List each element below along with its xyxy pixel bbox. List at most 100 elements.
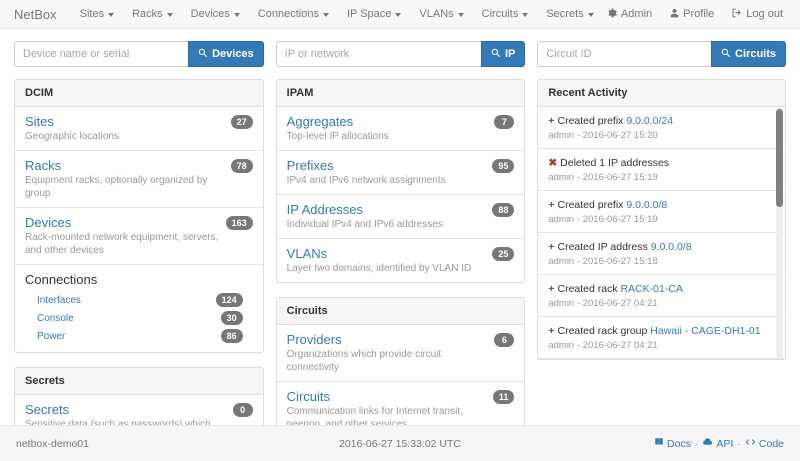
dcim-racks-badge: 78 xyxy=(230,159,253,173)
caret-down-icon xyxy=(322,12,329,17)
activity-time: 2016-06-27 15:20 xyxy=(582,130,658,141)
secrets-link[interactable]: Secrets xyxy=(25,402,70,417)
column-activity: Recent Activity + Created prefix 9.0.0.0/… xyxy=(537,79,787,374)
circuit-search-group: Circuits xyxy=(537,41,787,67)
footer-separator: · xyxy=(737,437,741,450)
caret-down-icon xyxy=(522,12,529,17)
dcim-devices-link[interactable]: Devices xyxy=(25,215,72,230)
nav-label: IP Space xyxy=(346,8,392,20)
list-item[interactable]: IP Addresses 88 Individual IPv4 and IPv6… xyxy=(276,195,525,239)
list-item[interactable]: + Created IP address 9.0.0.0/8 admin - 20… xyxy=(538,233,786,275)
circuit-search-button[interactable]: Circuits xyxy=(711,41,787,67)
nav-item-circuits[interactable]: Circuits xyxy=(473,8,538,20)
ipam-aggregates-link[interactable]: Aggregates xyxy=(286,114,354,129)
circuits-providers-link[interactable]: Providers xyxy=(286,332,342,347)
search-button-label: Circuits xyxy=(735,48,777,60)
nav-item-ip-space[interactable]: IP Space xyxy=(338,8,410,20)
caret-down-icon xyxy=(108,12,115,17)
list-item[interactable]: Providers 6 Organizations which provide … xyxy=(276,325,525,382)
list-item[interactable]: Sites 27 Geographic locations xyxy=(15,107,263,151)
nav-label: Devices xyxy=(190,8,230,20)
nav-item-vlans[interactable]: VLANs xyxy=(410,8,472,20)
circuits-list: Providers 6 Organizations which provide … xyxy=(276,325,525,438)
user-icon xyxy=(670,8,679,21)
ip-search-button[interactable]: IP xyxy=(480,41,526,67)
activity-object-link[interactable]: 9.0.0.0/8 xyxy=(650,241,692,253)
list-item[interactable]: Devices 163 Rack-mounted network equipme… xyxy=(15,208,263,265)
list-item[interactable]: VLANs 25 Layer two domains, identified b… xyxy=(277,239,525,282)
nav-item-sites[interactable]: Sites xyxy=(71,8,123,20)
panel-dcim: DCIM Sites 27 Geographic locations Racks… xyxy=(14,79,264,353)
panel-ipam: IPAM Aggregates 7 Top-level IP allocatio… xyxy=(275,79,526,283)
page-footer: netbox-demo01 2016-06-27 15:33:02 UTC Do… xyxy=(0,425,800,461)
circuits-providers-badge: 6 xyxy=(494,333,515,347)
ipam-vlans-link[interactable]: VLANs xyxy=(286,246,328,261)
panel-recent-activity: Recent Activity + Created prefix 9.0.0.0/… xyxy=(537,79,787,360)
list-item[interactable]: Console 30 xyxy=(25,309,253,327)
footer-hostname: netbox-demo01 xyxy=(16,437,89,450)
caret-down-icon xyxy=(587,12,594,17)
activity-object-link[interactable]: 9.0.0.0/8 xyxy=(626,199,668,211)
footer-code-link[interactable]: Code xyxy=(745,437,784,450)
brand-link[interactable]: NetBox xyxy=(14,6,57,22)
column-ipam: IPAM Aggregates 7 Top-level IP allocatio… xyxy=(275,79,526,453)
connections-interfaces-link[interactable]: Interfaces xyxy=(37,295,81,306)
list-item[interactable]: + Created rack group Hawaii - CAGE-DH1-01… xyxy=(538,317,786,359)
list-item[interactable]: Prefixes 95 IPv4 and IPv6 network assign… xyxy=(276,151,525,195)
list-item[interactable]: ✖ Deleted 1 IP addresses admin - 2016-06-… xyxy=(538,149,786,191)
device-search-button[interactable]: Devices xyxy=(188,41,264,67)
activity-scrollbar-thumb[interactable] xyxy=(776,109,784,207)
activity-meta: admin - 2016-06-27 15:19 xyxy=(548,172,658,183)
connections-power-badge: 86 xyxy=(220,329,243,343)
activity-object-link[interactable]: Hawaii - CAGE-DH1-01 xyxy=(650,325,761,337)
nav-label: Racks xyxy=(132,8,163,20)
list-item[interactable]: Aggregates 7 Top-level IP allocations xyxy=(276,107,525,151)
connections-power-link[interactable]: Power xyxy=(37,331,66,342)
activity-scrollbar-track[interactable] xyxy=(776,107,784,359)
nav-item-secrets[interactable]: Secrets xyxy=(537,8,602,20)
circuits-circuits-link[interactable]: Circuits xyxy=(286,389,331,404)
list-item[interactable]: Circuits 11 Communication links for Inte… xyxy=(277,382,525,438)
list-item[interactable]: Racks 78 Equipment racks, optionally org… xyxy=(15,151,263,208)
nav-item-connections[interactable]: Connections xyxy=(249,8,338,20)
list-item[interactable]: + Created rack RACK-01-CA admin - 2016-06… xyxy=(538,275,786,317)
footer-docs-link[interactable]: Docs xyxy=(654,437,691,450)
activity-meta: admin - 2016-06-27 04:21 xyxy=(548,298,658,309)
ip-search-input[interactable] xyxy=(275,41,481,67)
activity-line: + Created prefix 9.0.0.0/8 xyxy=(548,198,767,212)
nav-item-racks[interactable]: Racks xyxy=(123,8,182,20)
activity-time: 2016-06-27 04:21 xyxy=(582,298,658,309)
nav-item-devices[interactable]: Devices xyxy=(182,8,249,20)
ipam-vlans-desc: Layer two domains, identified by VLAN ID xyxy=(286,263,472,274)
nav-item-profile[interactable]: Profile xyxy=(661,8,723,21)
dcim-racks-link[interactable]: Racks xyxy=(25,158,62,173)
activity-scroll-area[interactable]: + Created prefix 9.0.0.0/24 admin - 2016-… xyxy=(538,107,786,359)
panel-circuits-title: Circuits xyxy=(276,298,525,325)
list-item[interactable]: + Created prefix 9.0.0.0/24 admin - 2016-… xyxy=(538,107,786,149)
activity-user: admin xyxy=(548,172,575,183)
nav-item-admin[interactable]: Admin xyxy=(598,8,661,21)
circuit-search-input[interactable] xyxy=(537,41,712,67)
connections-heading: Connections xyxy=(25,272,98,287)
connections-interfaces-badge: 124 xyxy=(215,293,243,307)
plus-icon: + xyxy=(548,199,555,211)
ipam-ip-addresses-link[interactable]: IP Addresses xyxy=(286,202,364,217)
dcim-devices-badge: 163 xyxy=(225,216,253,230)
ipam-prefixes-badge: 95 xyxy=(492,159,515,173)
ipam-prefixes-link[interactable]: Prefixes xyxy=(286,158,334,173)
dcim-sites-link[interactable]: Sites xyxy=(25,114,54,129)
activity-line: + Created rack group Hawaii - CAGE-DH1-01 xyxy=(548,324,767,338)
logout-icon xyxy=(732,8,742,21)
plus-icon: + xyxy=(548,283,555,295)
footer-api-link[interactable]: API xyxy=(702,437,733,450)
column-dcim: DCIM Sites 27 Geographic locations Racks… xyxy=(14,79,264,461)
device-search-input[interactable] xyxy=(14,41,189,67)
nav-item-logout[interactable]: Log out xyxy=(723,8,792,21)
activity-object-link[interactable]: 9.0.0.0/24 xyxy=(626,115,674,127)
list-item[interactable]: + Created prefix 9.0.0.0/8 admin - 2016-0… xyxy=(538,191,786,233)
list-item[interactable]: Interfaces 124 xyxy=(25,291,253,309)
list-item-connections: Connections Interfaces 124 Console 30 Po… xyxy=(15,265,263,352)
connections-console-link[interactable]: Console xyxy=(37,313,74,324)
activity-object-link[interactable]: RACK-01-CA xyxy=(620,283,683,295)
list-item[interactable]: Power 86 xyxy=(25,327,253,345)
